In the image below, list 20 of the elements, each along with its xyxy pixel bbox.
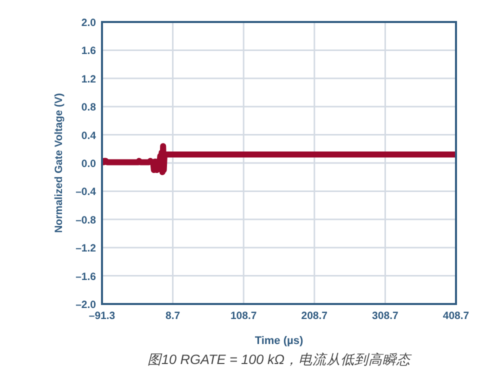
caption: 图10 RGATE = 100 kΩ，电流从低到高瞬态	[148, 352, 410, 367]
ytick: 1.2	[81, 73, 96, 86]
ytick: 0.4	[81, 130, 96, 142]
ylabel: Normalized Gate Voltage (V)	[53, 93, 65, 233]
xtick: 408.7	[442, 310, 470, 322]
xtick: –91.3	[88, 310, 116, 322]
xtick: 8.7	[166, 310, 180, 322]
ytick: 0.0	[81, 158, 96, 170]
xtick: 208.7	[301, 310, 328, 322]
ytick: 1.6	[81, 45, 96, 58]
xlabel: Time (µs)	[254, 335, 304, 347]
ytick: –0.4	[76, 186, 96, 198]
ytick: –1.2	[76, 242, 96, 255]
xtick: 108.7	[230, 310, 257, 322]
ytick: –1.6	[76, 270, 96, 283]
xtick: 308.7	[372, 310, 398, 322]
ytick: 2.0	[81, 17, 96, 29]
ytick: –0.8	[76, 214, 96, 226]
ytick: 0.8	[81, 102, 96, 114]
ytick: –2.0	[76, 299, 96, 311]
